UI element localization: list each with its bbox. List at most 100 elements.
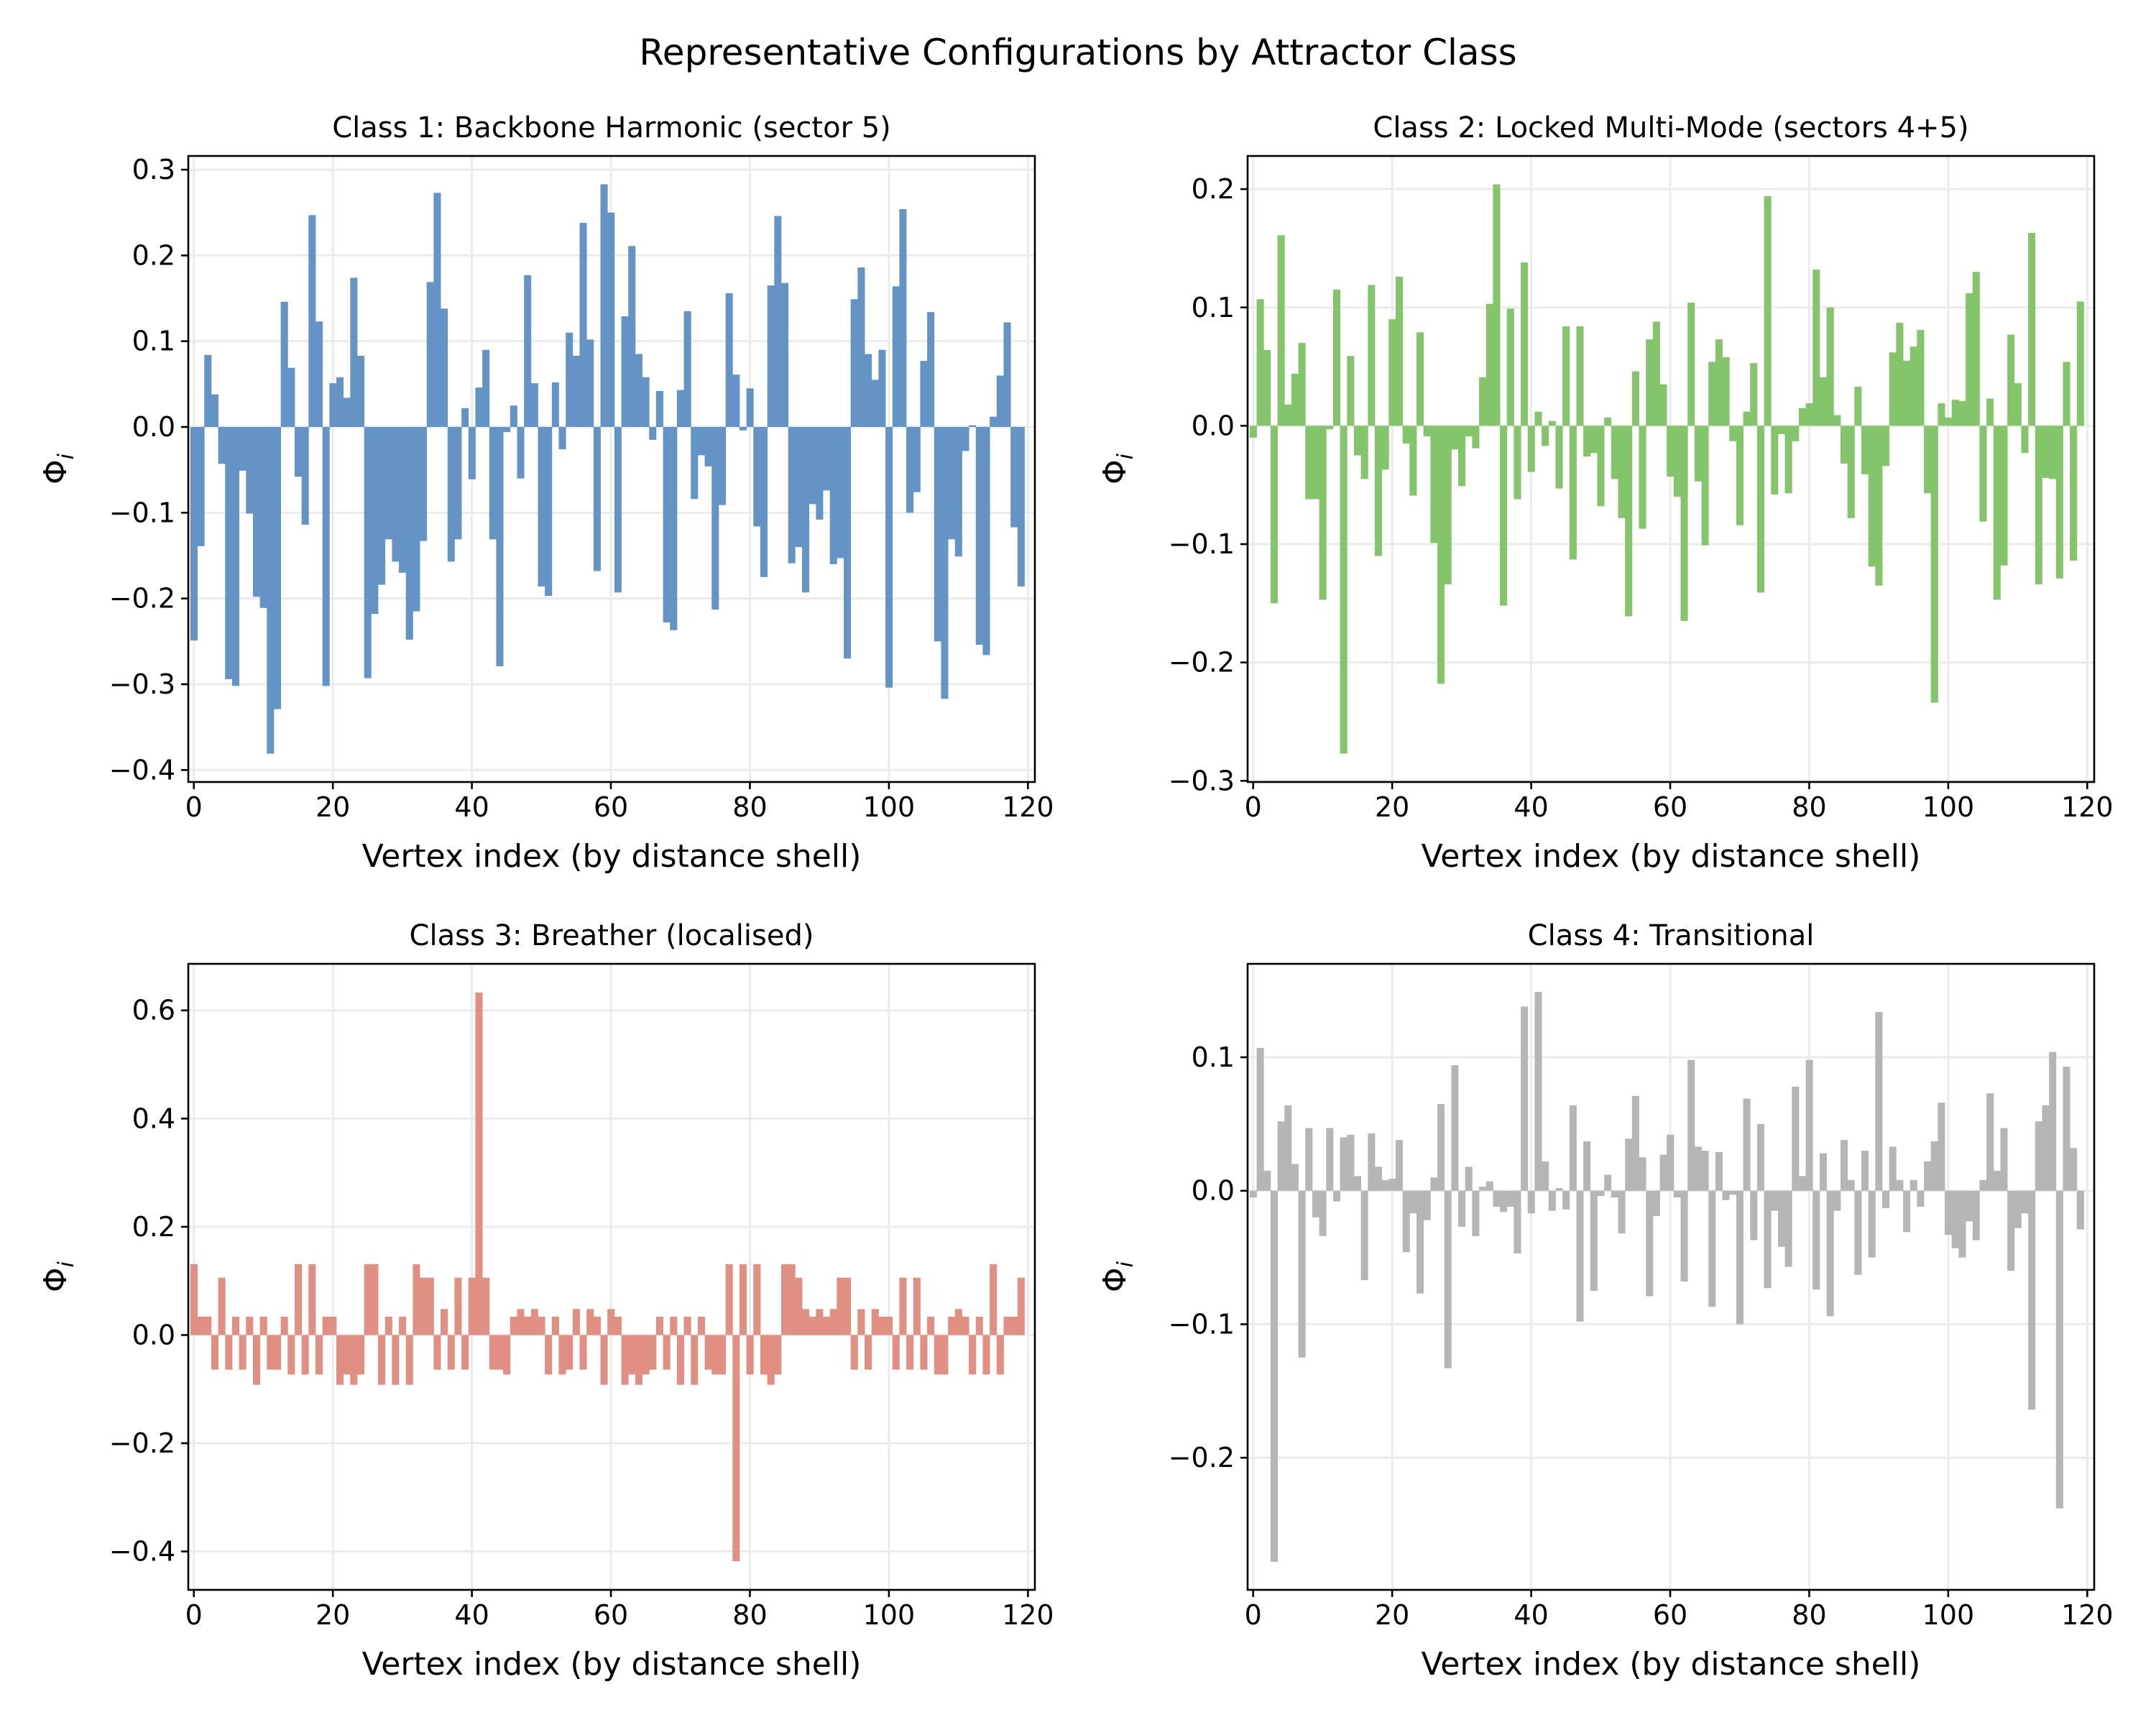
bar-35 — [1493, 184, 1501, 426]
bar-109 — [2007, 334, 2015, 426]
bar-37 — [1506, 308, 1514, 426]
bar-42 — [482, 1277, 490, 1335]
bar-80 — [746, 1335, 754, 1375]
y-axis-label: Φi — [1097, 453, 1138, 484]
bar-58 — [1652, 321, 1660, 426]
bar-7 — [1298, 343, 1306, 426]
bar-117 — [2063, 362, 2070, 426]
bar-11 — [1326, 426, 1334, 430]
bar-85 — [1840, 1140, 1848, 1191]
bar-0 — [190, 427, 198, 641]
bar-26 — [1430, 1177, 1438, 1191]
bar-3 — [1270, 1190, 1278, 1562]
bar-117 — [1003, 1316, 1011, 1335]
bar-57 — [1646, 1190, 1654, 1297]
bar-92 — [829, 1309, 837, 1335]
bar-66 — [1708, 362, 1716, 426]
bar-57 — [586, 339, 594, 428]
bar-98 — [871, 1309, 879, 1335]
bar-97 — [865, 1335, 872, 1370]
bar-55 — [572, 1309, 580, 1335]
bar-110 — [2014, 383, 2022, 426]
bar-37 — [447, 1335, 455, 1370]
x-tick-label: 120 — [2061, 791, 2114, 823]
bar-71 — [683, 310, 691, 428]
bar-35 — [1493, 1190, 1501, 1207]
bar-18 — [315, 321, 323, 428]
bar-104 — [1972, 1190, 1980, 1241]
bar-1 — [1256, 1048, 1264, 1191]
y-tick-label: 0.0 — [1192, 410, 1235, 441]
bar-96 — [1917, 1190, 1925, 1207]
bar-46 — [1569, 1105, 1577, 1191]
bar-23 — [1409, 426, 1417, 496]
bar-91 — [823, 1316, 831, 1335]
bar-5 — [1284, 1105, 1292, 1191]
y-tick-label: −0.4 — [109, 754, 175, 786]
x-axis-label: Vertex index (by distance shell) — [362, 838, 862, 875]
bar-1 — [1256, 299, 1264, 426]
bar-100 — [885, 1316, 893, 1335]
bar-53 — [1618, 426, 1626, 518]
bar-106 — [927, 1316, 935, 1335]
bar-55 — [572, 356, 580, 428]
bar-82 — [1819, 1153, 1828, 1191]
bar-3 — [1270, 426, 1278, 604]
bar-81 — [1812, 1190, 1820, 1290]
bar-92 — [829, 427, 837, 564]
bar-38 — [454, 427, 462, 540]
bar-28 — [1444, 426, 1452, 585]
y-tick-label: 0.2 — [1192, 173, 1235, 205]
y-axis-label-subscript: i — [54, 453, 79, 459]
bar-117 — [1003, 322, 1011, 428]
bar-64 — [635, 354, 642, 428]
bar-56 — [579, 223, 587, 428]
bar-22 — [343, 397, 351, 428]
bar-64 — [1694, 1146, 1702, 1191]
bar-22 — [1402, 426, 1410, 444]
bar-36 — [441, 308, 448, 428]
bar-114 — [2042, 1105, 2050, 1191]
bar-22 — [1402, 1190, 1410, 1253]
bar-48 — [1583, 1141, 1591, 1191]
bar-106 — [1986, 398, 1994, 426]
bar-19 — [1381, 426, 1389, 470]
bar-51 — [545, 427, 553, 597]
bar-108 — [2000, 426, 2008, 566]
x-tick-label: 0 — [185, 1599, 203, 1631]
bar-32 — [1472, 1190, 1480, 1236]
bar-90 — [1875, 1011, 1883, 1191]
bar-116 — [996, 375, 1004, 428]
y-axis-label: Φi — [37, 1261, 79, 1292]
bar-40 — [468, 427, 476, 479]
bar-92 — [1889, 352, 1897, 426]
bar-95 — [1909, 1179, 1917, 1191]
bar-6 — [1291, 373, 1299, 426]
bar-85 — [1840, 426, 1848, 464]
bar-77 — [1784, 1190, 1792, 1267]
bar-95 — [850, 299, 858, 428]
bar-3 — [211, 1335, 218, 1370]
bar-49 — [1590, 1190, 1598, 1291]
bar-68 — [663, 427, 671, 623]
bar-55 — [1631, 371, 1639, 426]
bar-78 — [732, 374, 740, 428]
bar-10 — [1319, 426, 1327, 600]
bar-4 — [218, 1277, 226, 1335]
bar-83 — [767, 285, 775, 428]
bar-24 — [357, 1335, 365, 1375]
bar-56 — [1639, 1157, 1646, 1191]
bar-28 — [1444, 1190, 1452, 1368]
bar-118 — [2070, 426, 2078, 561]
subplot-title: Class 3: Breather (localised) — [410, 919, 814, 952]
bar-17 — [1368, 1133, 1376, 1191]
bar-13 — [280, 301, 288, 428]
bar-49 — [1590, 426, 1598, 454]
bar-72 — [1750, 363, 1758, 426]
bar-83 — [767, 1335, 775, 1385]
bar-62 — [1680, 1190, 1688, 1282]
bar-83 — [1826, 307, 1834, 426]
bar-37 — [447, 427, 455, 562]
bar-85 — [780, 1264, 789, 1335]
x-tick-label: 0 — [185, 791, 203, 823]
